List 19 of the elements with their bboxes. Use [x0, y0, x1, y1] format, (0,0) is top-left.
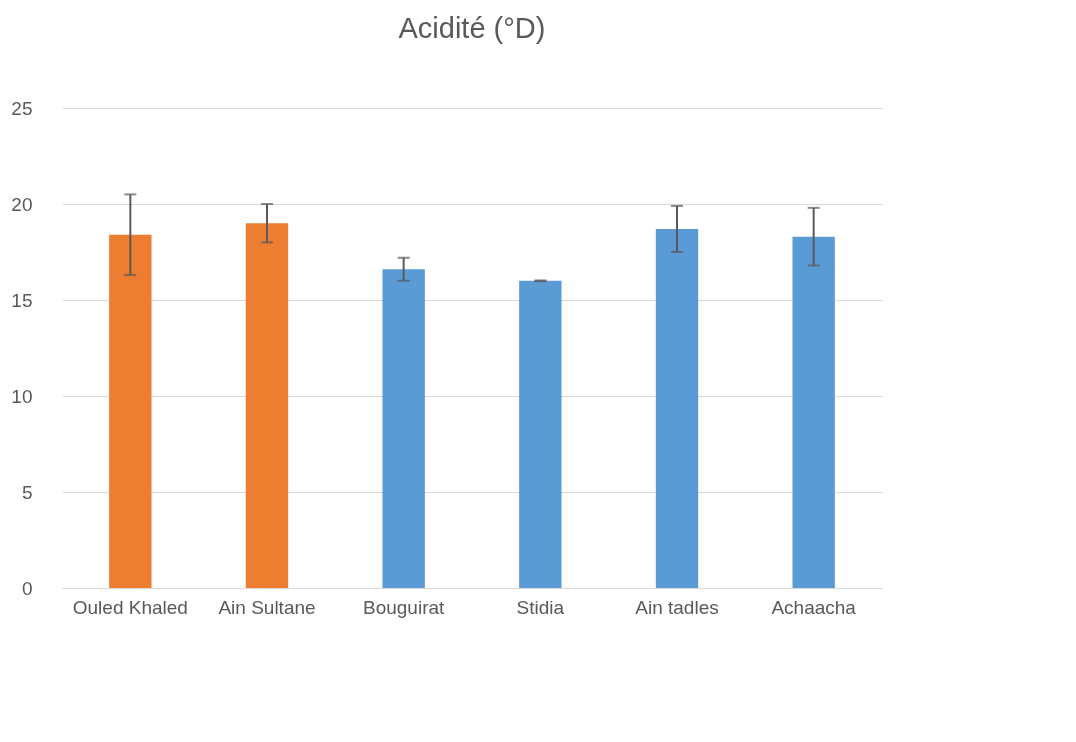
y-tick-label: 15 [11, 289, 33, 311]
chart-title: Acidité (°D) [398, 12, 546, 44]
bar [792, 236, 835, 588]
x-tick-label: Ain tadles [635, 596, 719, 618]
bar [655, 228, 699, 588]
bar [519, 280, 562, 588]
x-tick-label: Ouled Khaled [72, 596, 188, 618]
x-tick-label: Bouguirat [362, 596, 446, 618]
bar [382, 269, 425, 588]
bar [109, 234, 152, 588]
bar [245, 223, 289, 588]
x-tick-label: Stidia [516, 596, 565, 618]
y-tick-label: 25 [11, 97, 33, 119]
x-tick-label: Ain Sultane [218, 596, 316, 618]
y-tick-label: 10 [11, 385, 33, 407]
y-tick-label: 5 [21, 481, 33, 503]
y-tick-label: 0 [21, 577, 33, 599]
y-tick-label: 20 [11, 193, 33, 215]
x-tick-label: Achaacha [771, 596, 857, 618]
